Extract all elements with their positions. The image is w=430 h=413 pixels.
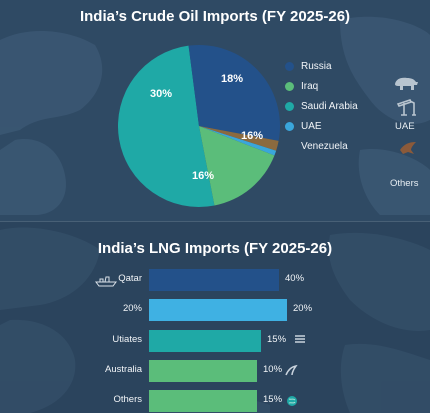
lng-bar-row: 20% 20% — [0, 299, 430, 321]
lng-bar-row: Utiates 15% — [0, 330, 430, 352]
lng-bar-row: Others 15% — [0, 390, 430, 412]
lng-bar-value-label: 40% — [285, 273, 305, 284]
lng-bar-value-label: 15% — [267, 334, 287, 345]
pie-label-russia: 30% — [150, 88, 172, 100]
legend-label: UAE — [301, 120, 322, 132]
lng-chart-title: India’s LNG Imports (FY 2025-26) — [97, 240, 333, 257]
lng-ship-icon — [95, 276, 117, 287]
lng-bar-category-label: 20% — [122, 303, 142, 314]
lng-bar-category-label: Others — [113, 394, 142, 405]
lng-bar — [149, 330, 261, 352]
crude-oil-chart-title: India’s Crude Oil Imports (FY 2025-26) — [79, 8, 351, 25]
pie-slice-russia — [188, 45, 281, 141]
legend-swatch — [285, 101, 294, 111]
crude-oil-pie-chart: 16% 30% 18% 16% — [117, 45, 281, 208]
pie-slice-iraq — [199, 126, 275, 206]
lng-bar — [149, 390, 257, 412]
legend-item-saudi-arabia: Saudi Arabia — [285, 96, 358, 116]
lng-bar-value-label: 15% — [263, 394, 283, 405]
lng-bar — [149, 360, 257, 382]
crude-oil-legend: Russia Iraq Saudi Arabia UAE Venezuela — [285, 56, 358, 156]
kangaroo-icon — [285, 364, 298, 376]
pie-slice-uae — [199, 126, 277, 156]
pie-slice-saudi-arabia — [117, 45, 215, 208]
lng-bar-value-label: 20% — [293, 303, 313, 314]
legend-item-russia: Russia — [285, 56, 358, 76]
lng-bar-category-label: Qatar — [118, 273, 142, 284]
legend-swatch — [285, 81, 294, 91]
pie-label-iraq: 18% — [221, 73, 243, 85]
legend-item-venezuela: Venezuela — [285, 136, 358, 156]
uae-side-label: UAE — [395, 121, 415, 132]
globe-icon — [287, 396, 297, 406]
lng-bar-category-label: Australia — [105, 364, 142, 375]
legend-swatch — [285, 61, 294, 71]
legend-item-uae: UAE — [285, 116, 358, 136]
lng-bar-value-label: 10% — [263, 364, 283, 375]
legend-item-iraq: Iraq — [285, 76, 358, 96]
legend-swatch — [285, 121, 294, 131]
eagle-icon — [400, 142, 416, 154]
lng-bar — [149, 269, 279, 291]
legend-label: Iraq — [301, 80, 319, 92]
lng-bar-row: Qatar 40% — [0, 269, 430, 291]
others-side-label: Others — [390, 178, 419, 189]
lng-bar — [149, 299, 287, 321]
section-divider — [0, 221, 430, 222]
pie-slice-venezuela — [199, 126, 279, 151]
legend-label: Venezuela — [301, 140, 348, 152]
flag-icon — [295, 335, 305, 343]
lng-bar-category-label: Utiates — [112, 334, 142, 345]
pie-label-saudi-arabia: 16% — [192, 170, 214, 182]
lng-bar-row: Australia 10% — [0, 360, 430, 382]
oil-pump-icon — [396, 99, 416, 116]
legend-swatch — [285, 142, 294, 151]
legend-label: Russia — [301, 60, 332, 72]
pie-label-extra-0: 16% — [241, 130, 263, 142]
bear-icon — [395, 77, 418, 90]
legend-label: Saudi Arabia — [301, 100, 358, 112]
